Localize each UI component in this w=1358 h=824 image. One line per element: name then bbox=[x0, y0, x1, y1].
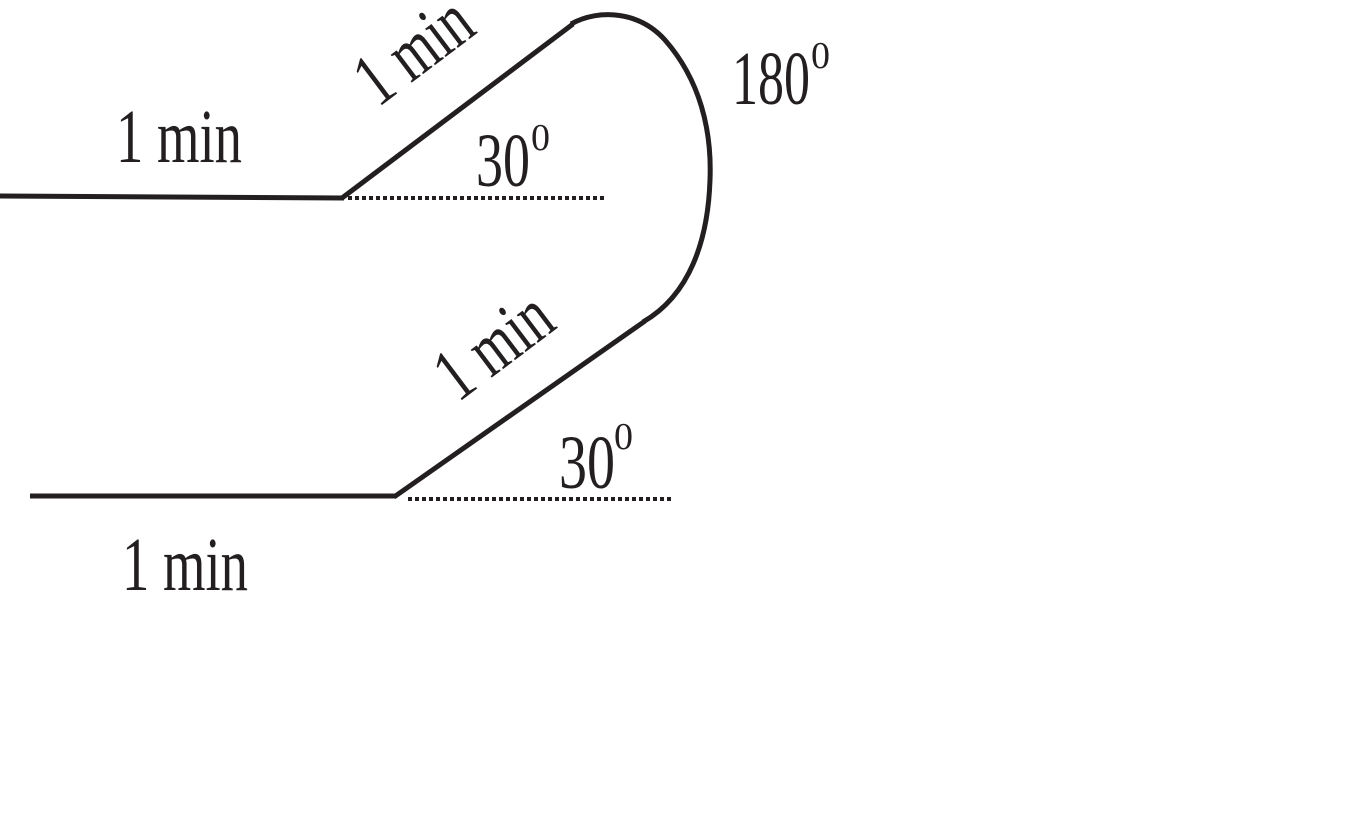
top-angle-label: 30 bbox=[476, 119, 530, 203]
bottom-incline-label: 1 min bbox=[418, 274, 569, 417]
top-incline-leg bbox=[340, 22, 575, 200]
turn-angle-degree-mark: 0 bbox=[811, 35, 830, 77]
bottom-incline-leg bbox=[392, 318, 647, 500]
top-horizontal-leg bbox=[0, 193, 345, 201]
bottom-horizontal-label: 1 min bbox=[122, 523, 248, 607]
top-angle-degree-mark: 0 bbox=[531, 117, 550, 159]
top-horizontal-label: 1 min bbox=[116, 95, 242, 179]
bottom-angle-degree-mark: 0 bbox=[614, 416, 633, 458]
turn-angle-label: 180 bbox=[732, 37, 810, 121]
bottom-angle-label: 30 bbox=[559, 421, 615, 505]
turn-arc bbox=[569, 12, 713, 325]
